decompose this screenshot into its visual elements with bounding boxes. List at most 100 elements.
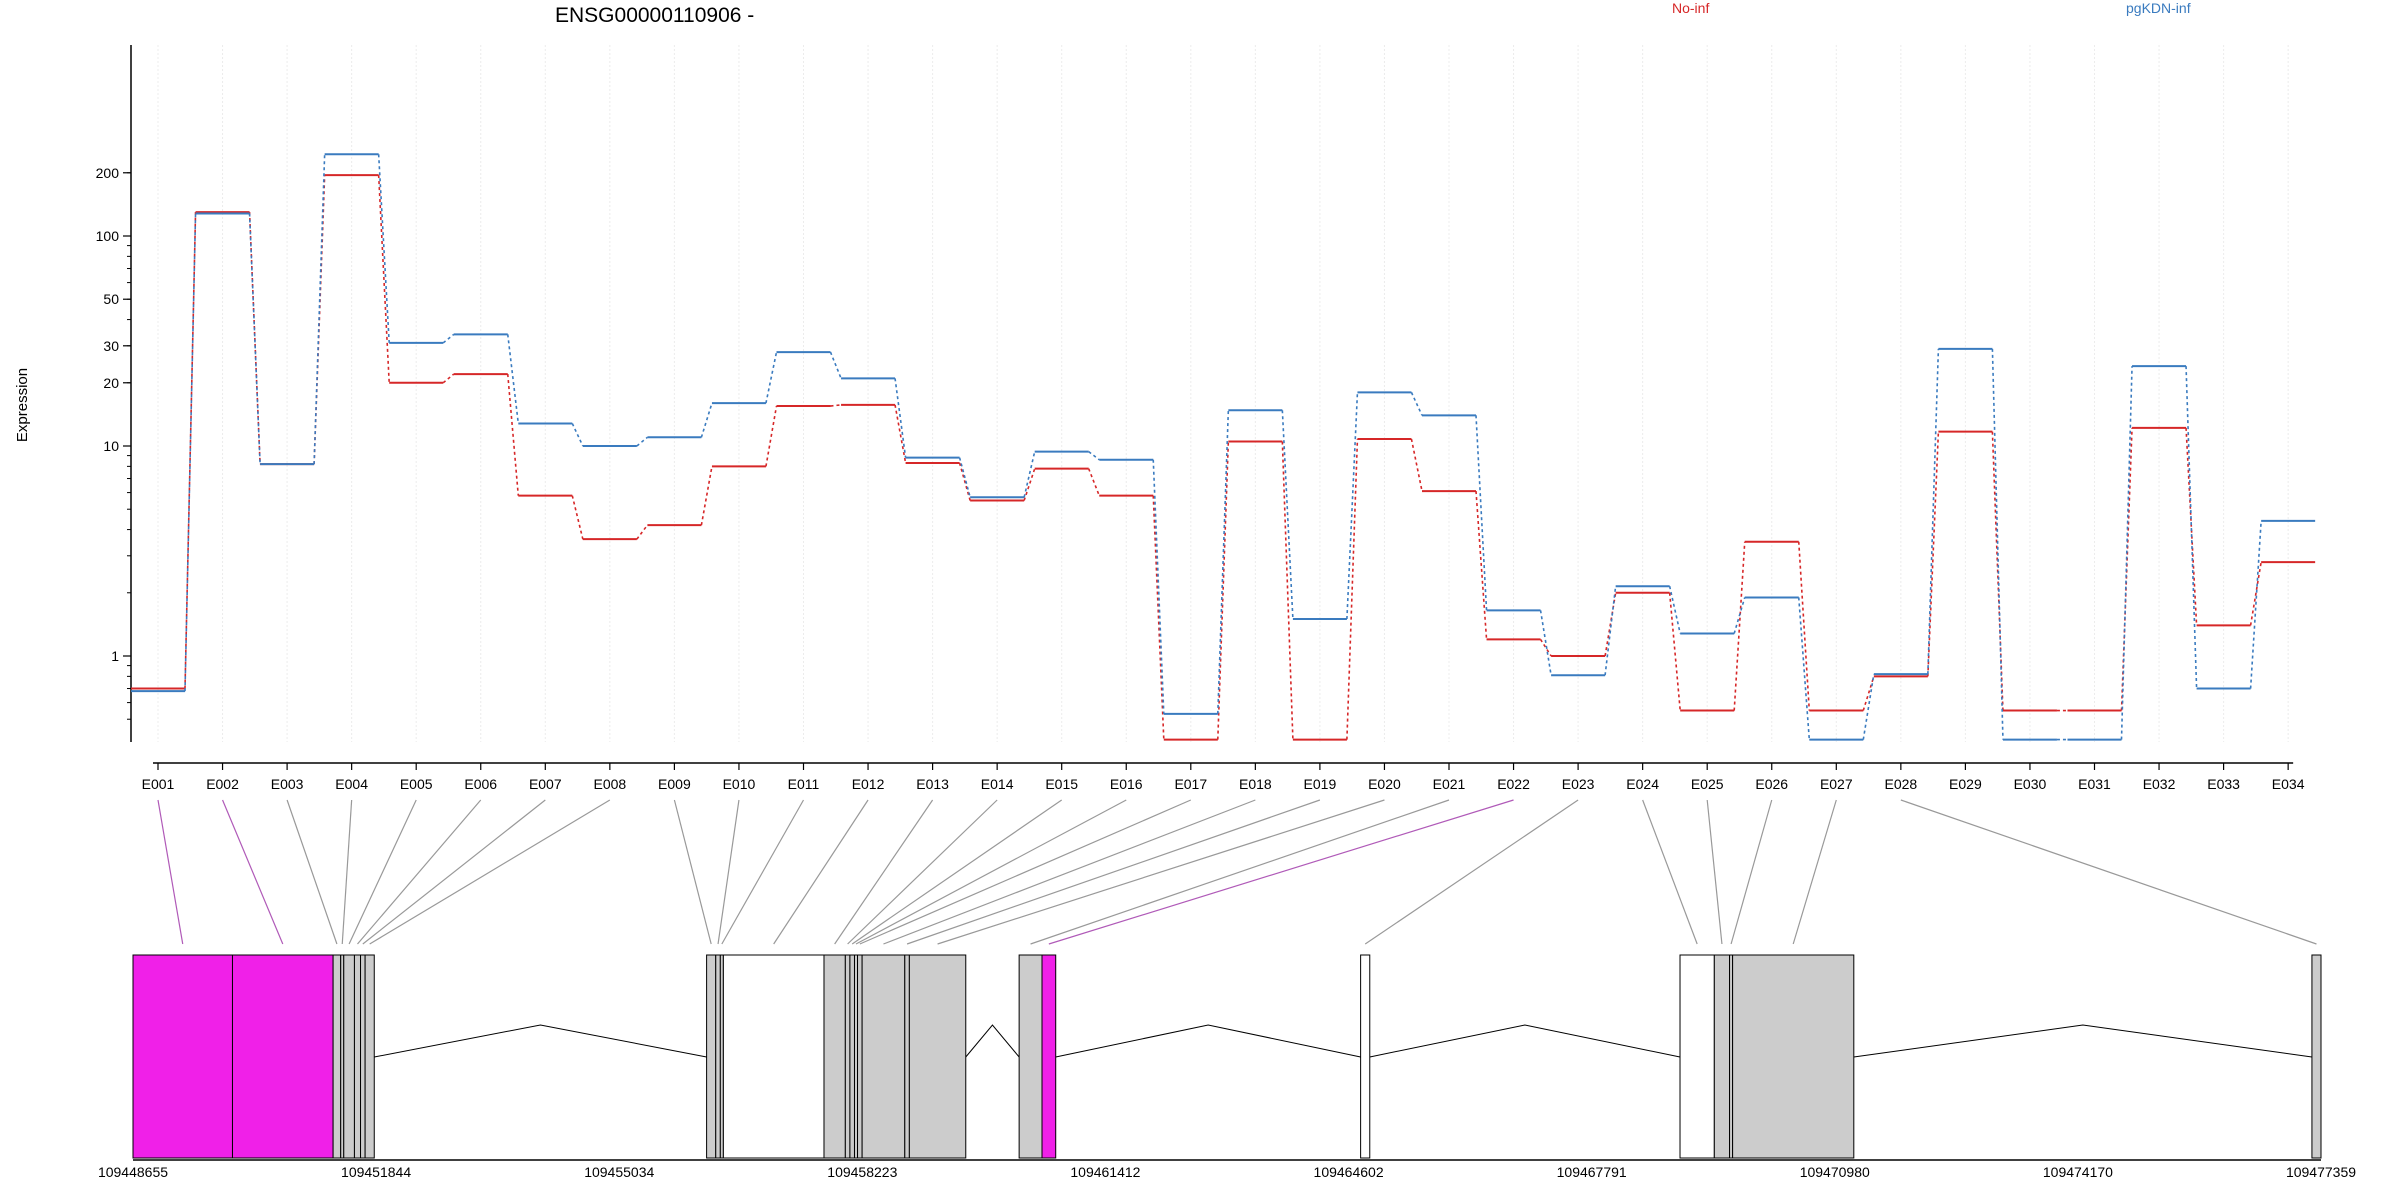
y-tick-label: 1 bbox=[111, 648, 119, 664]
x-tick-label-E028: E028 bbox=[1884, 776, 1917, 792]
series-segment bbox=[442, 333, 455, 344]
x-tick-label-E004: E004 bbox=[335, 776, 368, 792]
x-tick-label-E018: E018 bbox=[1239, 776, 1272, 792]
series-segment bbox=[1281, 410, 1294, 620]
x-tick-label-E032: E032 bbox=[2143, 776, 2176, 792]
series-segment bbox=[571, 495, 584, 540]
exon-bin-E017 bbox=[857, 954, 863, 1159]
genomic-tick-label: 109448655 bbox=[98, 1164, 168, 1180]
series-segment bbox=[765, 351, 778, 404]
series-segment bbox=[700, 402, 713, 438]
connector-E001 bbox=[157, 799, 184, 945]
series-segment bbox=[1475, 491, 1488, 640]
exon-bin-E012 bbox=[722, 954, 825, 1159]
x-tick-label-E011: E011 bbox=[788, 776, 820, 792]
x-tick-label-E031: E031 bbox=[2078, 776, 2111, 792]
x-axis: E001 E002 E003 E004 E005 E006 E007 E008 E009 E010… bbox=[142, 762, 2305, 792]
series-lines bbox=[131, 153, 2316, 741]
series-segment bbox=[636, 524, 649, 540]
series-segment bbox=[1927, 431, 1940, 677]
x-tick-label-E002: E002 bbox=[206, 776, 239, 792]
connector-E017 bbox=[859, 799, 1192, 945]
connector-E027 bbox=[1792, 799, 1837, 945]
exon-connectors bbox=[157, 799, 2317, 945]
connector-E009 bbox=[673, 799, 712, 945]
series-segment bbox=[571, 423, 584, 447]
series-segment bbox=[1927, 348, 1940, 675]
connector-E023 bbox=[1364, 799, 1579, 945]
series-segment bbox=[830, 404, 842, 407]
connector-E020 bbox=[937, 799, 1385, 945]
series-segment bbox=[377, 154, 390, 343]
x-tick-label-E020: E020 bbox=[1368, 776, 1401, 792]
x-tick-label-E021: E021 bbox=[1433, 776, 1466, 792]
exon-bin-E018 bbox=[861, 954, 906, 1159]
series-segment bbox=[2249, 561, 2262, 626]
exon-bin-E008 bbox=[364, 954, 375, 1159]
series-segment bbox=[829, 351, 842, 379]
connector-E013 bbox=[834, 799, 934, 945]
series-segment bbox=[1346, 438, 1359, 740]
exon-bin-E001 bbox=[132, 954, 233, 1159]
x-tick-label-E029: E029 bbox=[1949, 776, 1982, 792]
series-segment bbox=[2120, 366, 2133, 740]
series-segment bbox=[958, 462, 971, 501]
connector-E004 bbox=[341, 799, 353, 945]
x-tick-label-E034: E034 bbox=[2272, 776, 2305, 792]
series-segment bbox=[2185, 427, 2198, 626]
exon-bin-E010 bbox=[715, 954, 721, 1159]
exon-bin-E003 bbox=[332, 954, 342, 1159]
x-tick-label-E016: E016 bbox=[1110, 776, 1143, 792]
x-tick-label-E025: E025 bbox=[1691, 776, 1724, 792]
genomic-tick-label: 109470980 bbox=[1800, 1164, 1870, 1180]
chart-title: ENSG00000110906 - bbox=[555, 4, 754, 27]
series-segment bbox=[2249, 520, 2262, 689]
y-tick-label: 30 bbox=[103, 338, 119, 354]
connector-E007 bbox=[362, 799, 546, 945]
exon-bin-E021 bbox=[1018, 954, 1043, 1159]
exon-bin-E005 bbox=[343, 954, 355, 1159]
series-segment bbox=[313, 154, 326, 465]
series-segment bbox=[1733, 541, 1746, 711]
intron-connector bbox=[1369, 1024, 1681, 1058]
series-segment bbox=[1152, 459, 1165, 714]
series-segment bbox=[1410, 438, 1423, 492]
connector-E018 bbox=[883, 799, 1256, 945]
y-tick-label: 50 bbox=[103, 291, 119, 307]
exon-bin-E009 bbox=[706, 954, 717, 1159]
series-segment bbox=[442, 373, 455, 384]
y-axis-label: Expression bbox=[14, 368, 31, 442]
y-tick-label: 20 bbox=[103, 375, 119, 391]
legend-entry-no-inf: No-inf bbox=[1672, 0, 1709, 16]
series-No-inf bbox=[131, 174, 2316, 741]
x-tick-label-E023: E023 bbox=[1562, 776, 1595, 792]
series-segment bbox=[1991, 348, 2004, 740]
intron-connector bbox=[965, 1024, 1020, 1058]
series-segment bbox=[2185, 366, 2198, 689]
intron-connector bbox=[374, 1024, 707, 1058]
series-segment bbox=[1023, 451, 1036, 498]
y-axis: 1 10 20 30 50 100 200 bbox=[96, 45, 132, 742]
connector-E002 bbox=[221, 799, 284, 945]
x-tick-label-E015: E015 bbox=[1045, 776, 1078, 792]
series-segment bbox=[1797, 597, 1811, 740]
x-tick-label-E005: E005 bbox=[400, 776, 433, 792]
genomic-tick-label: 109477359 bbox=[2286, 1164, 2356, 1180]
exon-bin-E013 bbox=[823, 954, 846, 1159]
x-tick-label-E008: E008 bbox=[593, 776, 626, 792]
exon-bin-E022 bbox=[1041, 954, 1057, 1159]
x-tick-label-E001: E001 bbox=[142, 776, 175, 792]
series-segment bbox=[1475, 415, 1488, 611]
genomic-tick-label: 109474170 bbox=[2043, 1164, 2113, 1180]
series-segment bbox=[1088, 451, 1100, 461]
series-segment bbox=[1152, 495, 1165, 740]
connector-E016 bbox=[855, 799, 1127, 945]
genomic-tick-label: 109451844 bbox=[341, 1164, 411, 1180]
series-segment bbox=[1539, 610, 1552, 676]
series-segment bbox=[1346, 392, 1359, 620]
legend-entry-pgkdn-inf: pgKDN-inf bbox=[2126, 0, 2191, 16]
exon-bin-E024 bbox=[1679, 954, 1715, 1159]
intron-connector bbox=[1853, 1024, 2312, 1058]
series-segment bbox=[506, 374, 520, 496]
x-tick-label-E010: E010 bbox=[723, 776, 756, 792]
